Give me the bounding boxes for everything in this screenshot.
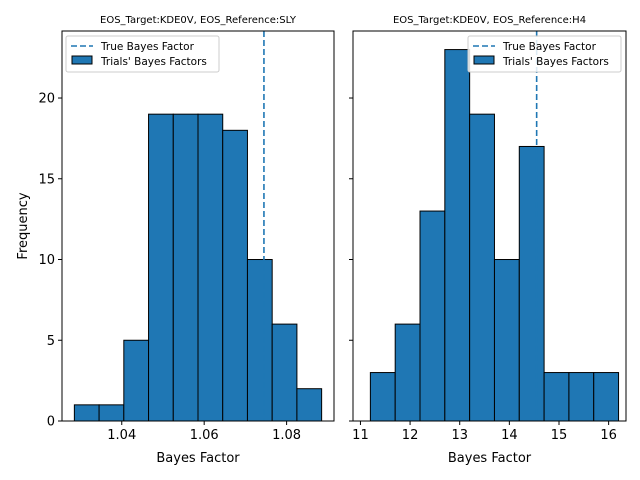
- histogram-bar: [271, 323, 298, 422]
- histogram-bar: [246, 259, 273, 422]
- y-tick-label: 15: [38, 172, 55, 187]
- legend-right: True Bayes Factor Trials' Bayes Factors: [467, 35, 622, 73]
- legend-swatch-trials-left: [71, 55, 93, 65]
- histogram-bar: [394, 323, 421, 422]
- histogram-bars-left: [73, 113, 323, 422]
- histogram-bar: [469, 113, 495, 422]
- y-ticks-right: [349, 97, 353, 422]
- histogram-bar: [296, 388, 323, 422]
- histogram-bar: [518, 145, 545, 422]
- x-tick-label: 15: [551, 428, 568, 443]
- x-tick-label: 13: [451, 428, 468, 443]
- histogram-bar: [593, 372, 620, 422]
- x-tick-label: 12: [402, 428, 419, 443]
- histogram-bar: [419, 210, 446, 422]
- y-tick-label: 0: [47, 415, 55, 430]
- y-tick-label: 20: [38, 92, 55, 107]
- y-tick-label: 5: [47, 334, 55, 349]
- histogram-bar: [222, 129, 248, 422]
- histogram-bar: [98, 404, 125, 422]
- x-tick-label: 1.04: [107, 428, 136, 443]
- x-tick-label: 11: [352, 428, 369, 443]
- histogram-bars-right: [369, 49, 620, 422]
- x-ticks-right: 11 12 13 14 15 16: [352, 421, 617, 443]
- histogram-bar: [172, 113, 199, 422]
- x-axis-label-left: Bayes Factor: [156, 451, 240, 466]
- x-tick-label: 16: [600, 428, 617, 443]
- chart-title-right: EOS_Target:KDE0V, EOS_Reference:H4: [393, 15, 586, 26]
- histogram-bar: [123, 339, 150, 422]
- legend-label-true-right: True Bayes Factor: [502, 41, 597, 53]
- legend-left: True Bayes Factor Trials' Bayes Factors: [65, 35, 220, 73]
- subplot-left: 1.04 1.06 1.08 0 5 10 15 20 EOS_Target:KDE0V, …: [16, 15, 335, 466]
- histogram-bar: [444, 49, 471, 422]
- chart-title-left: EOS_Target:KDE0V, EOS_Reference:SLY: [100, 15, 297, 26]
- histogram-bar: [543, 372, 570, 422]
- legend-box-left: [65, 35, 220, 73]
- legend-label-true-left: True Bayes Factor: [100, 41, 195, 53]
- y-ticks-left: 0 5 10 15 20: [38, 92, 62, 430]
- histogram-bar: [369, 372, 396, 422]
- x-ticks-left: 1.04 1.06 1.08: [107, 421, 301, 443]
- axes-frame-left: [61, 30, 335, 422]
- y-tick-label: 10: [38, 253, 55, 268]
- histogram-bar: [568, 372, 595, 422]
- histogram-bar: [148, 113, 174, 422]
- legend-label-trials-right: Trials' Bayes Factors: [502, 56, 609, 68]
- x-tick-label: 1.08: [272, 428, 301, 443]
- subplot-right: 11 12 13 14 15 16 EOS_Target:KDE0V, EOS_Refer…: [349, 15, 627, 466]
- histogram-bar: [197, 113, 224, 422]
- x-axis-label-right: Bayes Factor: [448, 451, 532, 466]
- legend-label-trials-left: Trials' Bayes Factors: [100, 56, 207, 68]
- histogram-bar: [493, 259, 520, 422]
- legend-swatch-trials-right: [473, 55, 495, 65]
- x-tick-label: 1.06: [190, 428, 219, 443]
- histogram-bar: [73, 404, 100, 422]
- axes-frame-right: [352, 30, 627, 422]
- x-tick-label: 14: [501, 428, 518, 443]
- legend-box-right: [467, 35, 622, 73]
- y-axis-label-left: Frequency: [16, 192, 31, 259]
